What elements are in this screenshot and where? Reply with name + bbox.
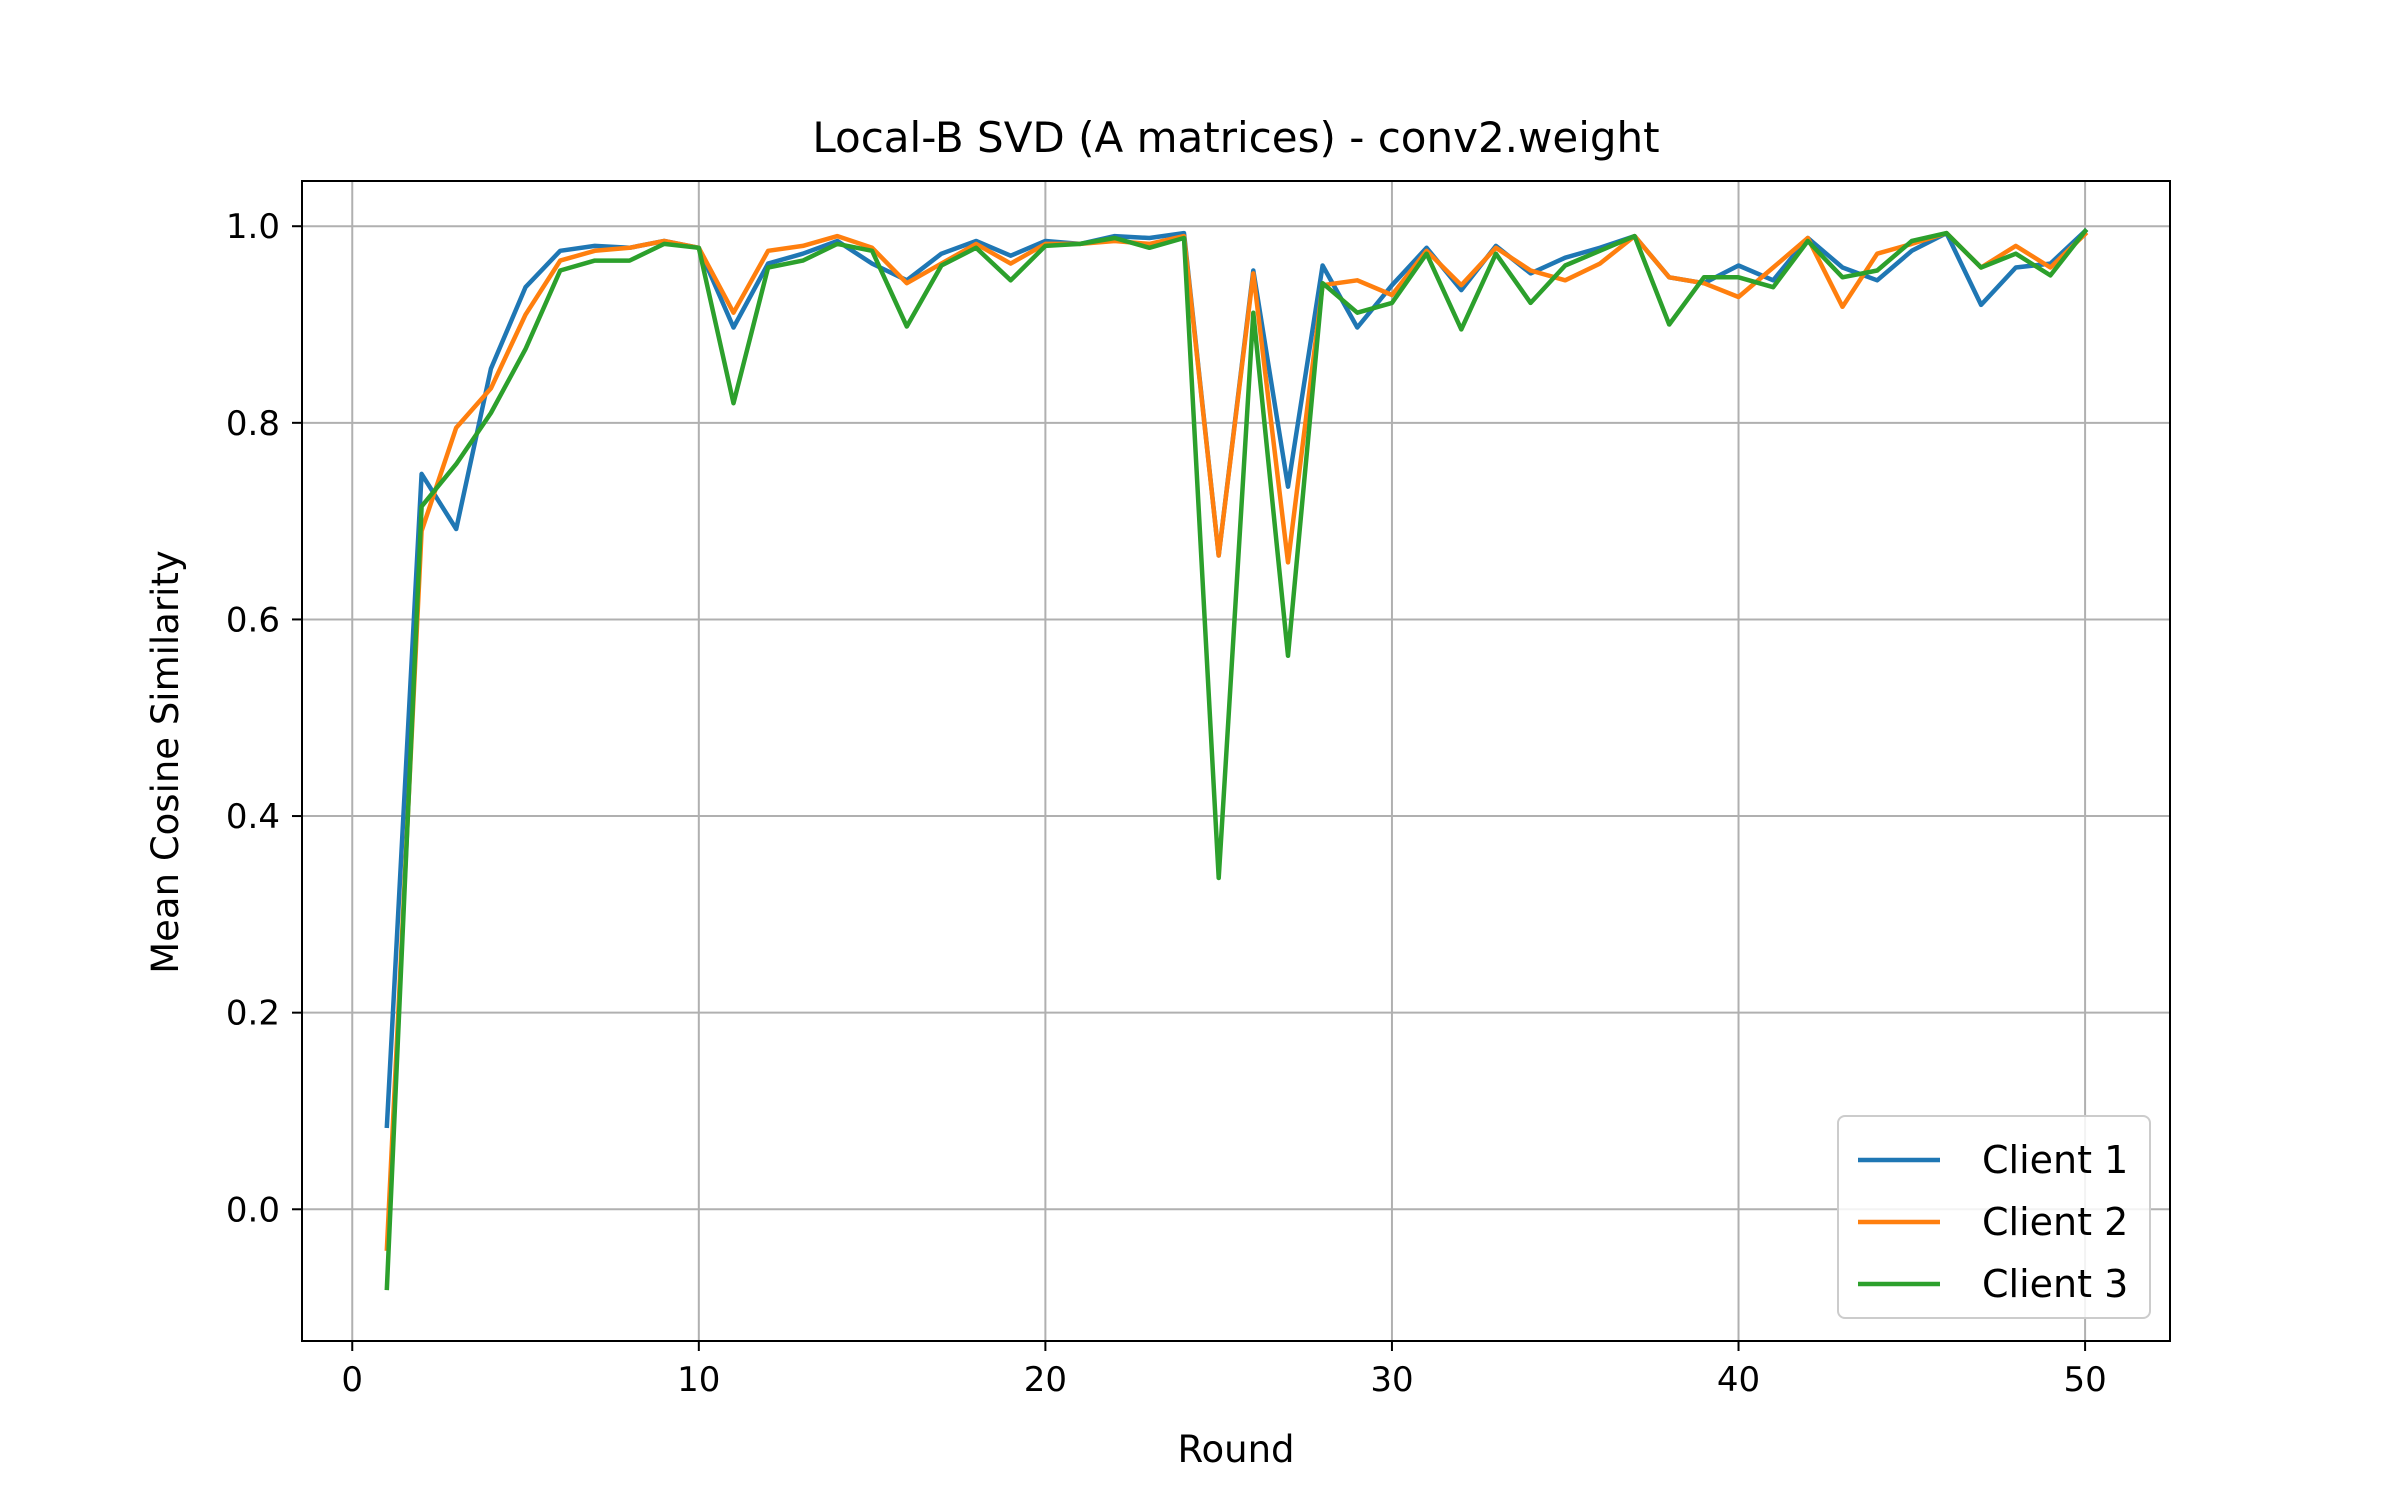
legend-frame (1837, 1115, 2151, 1319)
x-tick-label: 20 (1024, 1360, 1067, 1400)
x-tick-label: 30 (1370, 1360, 1413, 1400)
legend-label-client-1: Client 1 (1982, 1138, 2128, 1182)
series-line-client-3 (384, 227, 2089, 1291)
y-tick-label: 0.6 (226, 600, 280, 640)
chart-title: Local-B SVD (A matrices) - conv2.weight (812, 113, 1659, 162)
series-lines (384, 227, 2089, 1291)
x-tick-label: 40 (1717, 1360, 1760, 1400)
y-tick-label: 0.0 (226, 1190, 280, 1230)
x-tick-label: 0 (341, 1360, 363, 1400)
y-tick-label: 0.4 (226, 797, 280, 837)
y-tick-label: 0.2 (226, 994, 280, 1034)
legend-label-client-2: Client 2 (1982, 1200, 2128, 1244)
axis-ticks: 0 10 20 30 40 50 0.0 0.2 0.4 0.6 0.8 1.0 (226, 207, 2107, 1400)
plot-area-frame (301, 180, 2171, 1342)
legend: Client 1 Client 2 Client 3 (1837, 1115, 2151, 1319)
series-line-client-2 (384, 230, 2089, 1251)
y-axis-label: Mean Cosine Similarity (144, 550, 187, 974)
x-tick-label: 10 (677, 1360, 720, 1400)
legend-label-client-3: Client 3 (1982, 1262, 2128, 1306)
x-axis-label: Round (1177, 1428, 1294, 1471)
x-tick-label: 50 (2063, 1360, 2106, 1400)
y-tick-label: 1.0 (226, 207, 280, 247)
y-tick-label: 0.8 (226, 404, 280, 444)
